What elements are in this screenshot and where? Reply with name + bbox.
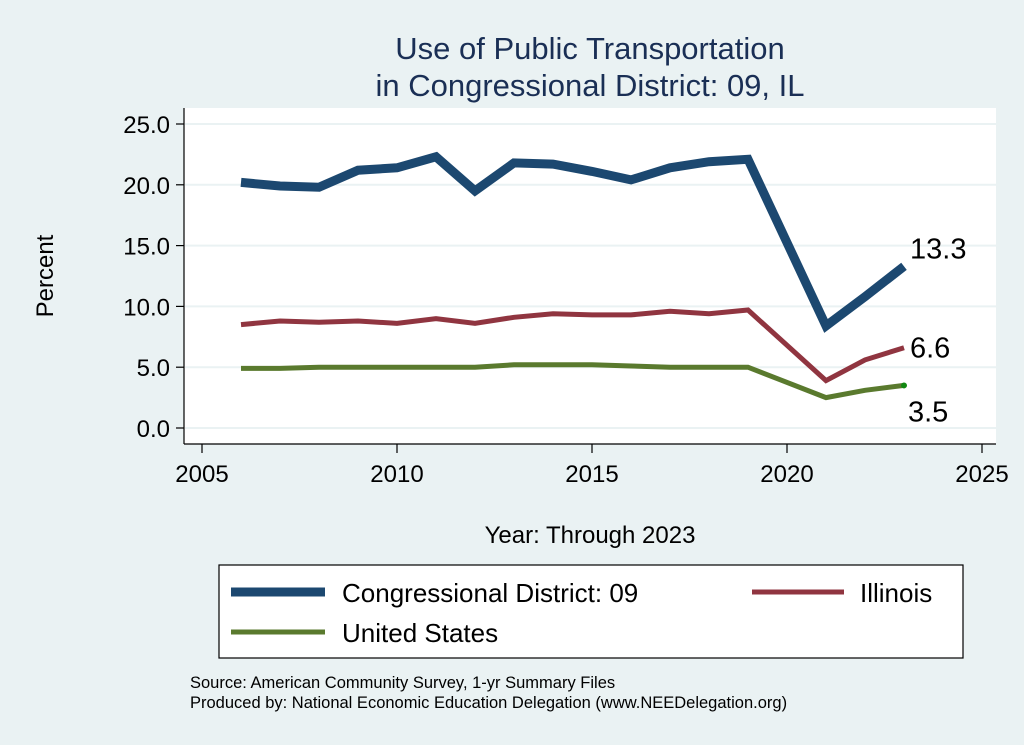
x-tick-label: 2005 bbox=[175, 461, 228, 488]
legend: Congressional District: 09 Illinois Unit… bbox=[218, 564, 964, 659]
end-value-label: 13.3 bbox=[910, 233, 966, 265]
produced-by-note: Produced by: National Economic Education… bbox=[190, 694, 787, 712]
source-note: Source: American Community Survey, 1-yr … bbox=[190, 674, 615, 692]
x-tick-label: 2020 bbox=[760, 461, 813, 488]
y-tick-label: 20.0 bbox=[123, 173, 170, 200]
x-axis-title: Year: Through 2023 bbox=[485, 522, 696, 549]
y-tick-label: 0.0 bbox=[137, 416, 170, 443]
y-axis-title: Percent bbox=[32, 234, 59, 317]
x-tick-label: 2015 bbox=[565, 461, 618, 488]
legend-label-district: Congressional District: 09 bbox=[342, 578, 638, 608]
chart-title-line-1: Use of Public Transportation bbox=[395, 31, 784, 66]
y-tick-label: 5.0 bbox=[137, 355, 170, 382]
plot-area bbox=[184, 108, 996, 444]
y-axis-ticks: 0.0 5.0 10.0 15.0 20.0 25.0 bbox=[123, 112, 184, 443]
x-tick-label: 2025 bbox=[955, 461, 1008, 488]
end-labels: 13.3 6.6 3.5 bbox=[901, 233, 966, 428]
end-marker bbox=[901, 382, 907, 389]
series-line-illinois bbox=[240, 307, 905, 384]
series-layer bbox=[240, 151, 907, 401]
x-axis-ticks: 2005 2010 2015 2020 2025 bbox=[175, 444, 1009, 488]
y-tick-label: 15.0 bbox=[123, 234, 170, 261]
y-tick-label: 25.0 bbox=[123, 112, 170, 139]
series-line-united-states bbox=[241, 362, 905, 401]
chart-title-line-2: in Congressional District: 09, IL bbox=[375, 68, 804, 103]
end-value-label: 6.6 bbox=[910, 333, 950, 365]
series-line-district bbox=[240, 151, 907, 333]
end-value-label: 3.5 bbox=[908, 396, 948, 428]
x-tick-label: 2010 bbox=[370, 461, 423, 488]
y-tick-label: 10.0 bbox=[123, 294, 170, 321]
legend-label-united-states: United States bbox=[342, 618, 498, 648]
legend-box bbox=[218, 564, 964, 659]
legend-label-illinois: Illinois bbox=[860, 578, 932, 608]
